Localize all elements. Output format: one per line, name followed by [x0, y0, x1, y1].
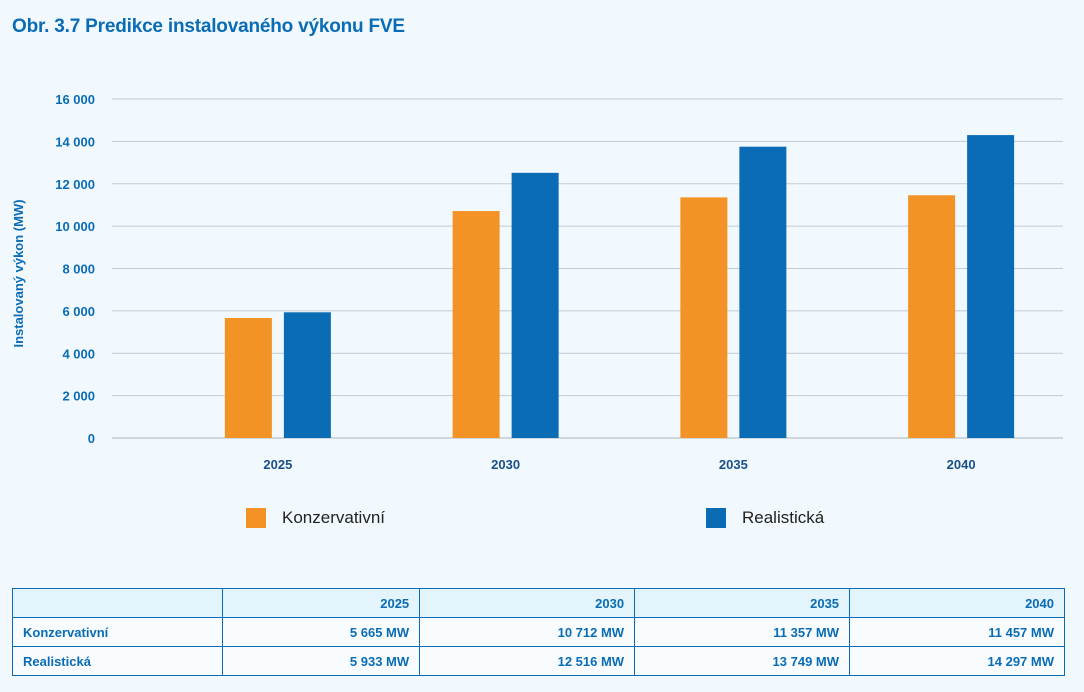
y-tick-label: 4 000 [62, 346, 95, 361]
x-tick-label: 2035 [719, 457, 748, 472]
legend-label-realisticka: Realistická [742, 508, 825, 527]
y-tick-label: 12 000 [55, 177, 95, 192]
table-cell: 5 933 MW [221, 646, 421, 676]
table-header-cell: 2025 [221, 588, 421, 618]
bar-chart: 0 2 000 4 000 6 000 8 000 10 000 12 000 14 000 1… [11, 92, 1063, 472]
bar [283, 312, 331, 438]
data-table: 2025 2030 2035 2040 Konzervativní 5 665 … [12, 588, 1065, 676]
y-tick-label: 6 000 [62, 304, 95, 319]
table-header-row: 2025 2030 2035 2040 [12, 588, 1065, 618]
table-row: Realistická 5 933 MW 12 516 MW 13 749 MW… [12, 646, 1065, 676]
legend: Konzervativní Realistická [0, 508, 1084, 534]
bar [967, 135, 1015, 438]
table-header-cell: 2040 [849, 588, 1065, 618]
bar [224, 317, 272, 438]
table-cell: 11 457 MW [849, 617, 1065, 647]
table-row-label: Realistická [12, 646, 223, 676]
y-tick-label: 2 000 [62, 389, 95, 404]
legend-swatch-konzervativni [246, 508, 266, 528]
legend-item-konzervativni: Konzervativní [246, 508, 385, 528]
x-tick-label: 2030 [491, 457, 520, 472]
legend-label-konzervativni: Konzervativní [282, 508, 385, 527]
y-tick-label: 10 000 [55, 219, 95, 234]
y-tick-label: 14 000 [55, 134, 95, 149]
y-tick-label: 8 000 [62, 262, 95, 277]
legend-swatch-realisticka [706, 508, 726, 528]
bar [908, 195, 956, 438]
y-tick-label: 16 000 [55, 92, 95, 107]
table-cell: 12 516 MW [419, 646, 636, 676]
bar [739, 146, 787, 439]
table-row: Konzervativní 5 665 MW 10 712 MW 11 357 … [12, 617, 1065, 647]
legend-item-realisticka: Realistická [706, 508, 824, 528]
table-header-cell: 2030 [419, 588, 636, 618]
table-cell: 5 665 MW [221, 617, 421, 647]
table-cell: 14 297 MW [849, 646, 1065, 676]
table-cell: 10 712 MW [419, 617, 636, 647]
chart-title: Obr. 3.7 Predikce instalovaného výkonu F… [12, 16, 405, 37]
bar [511, 172, 559, 438]
bar [680, 197, 728, 438]
y-axis-label: Instalovaný výkon (MW) [11, 199, 26, 347]
y-tick-label: 0 [88, 431, 95, 446]
x-tick-label: 2025 [263, 457, 292, 472]
table-row-label: Konzervativní [12, 617, 223, 647]
table-header-cell [12, 588, 223, 618]
table-cell: 13 749 MW [634, 646, 851, 676]
table-header-cell: 2035 [634, 588, 851, 618]
x-tick-label: 2040 [947, 457, 976, 472]
bar [452, 211, 500, 438]
table-cell: 11 357 MW [634, 617, 851, 647]
